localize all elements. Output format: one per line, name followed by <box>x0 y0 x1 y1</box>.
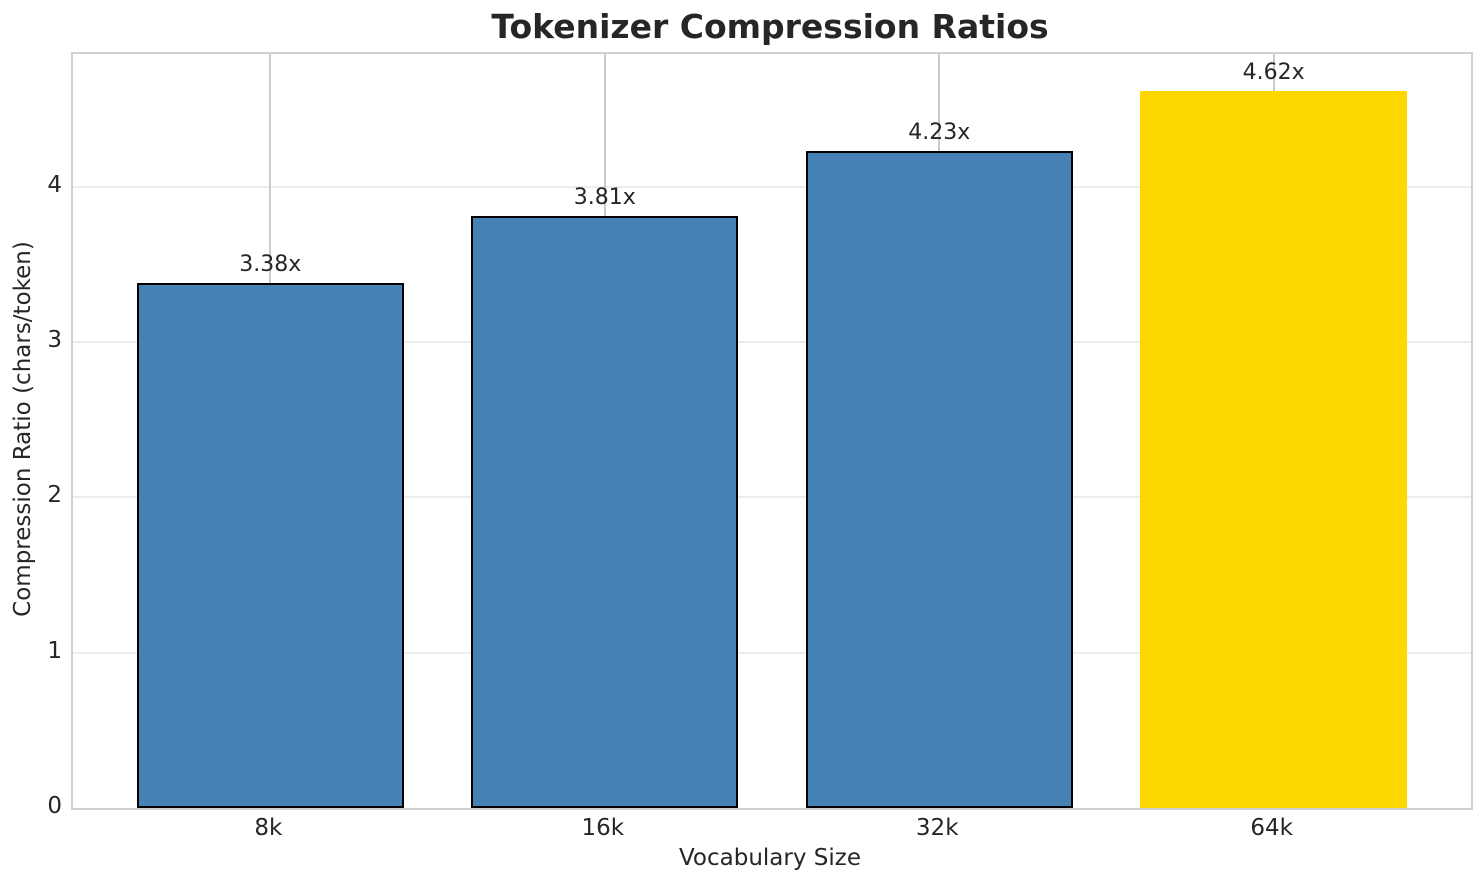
gridline-horizontal <box>73 185 1471 188</box>
y-axis-label: Compression Ratio (chars/token) <box>10 241 36 617</box>
bar-32k <box>805 151 1073 808</box>
bar-value-label: 3.81x <box>573 185 636 211</box>
y-tick-label: 0 <box>47 793 62 819</box>
bar-value-label: 3.38x <box>239 252 302 278</box>
bar-16k <box>471 216 739 808</box>
bar-value-label: 4.62x <box>1242 59 1305 85</box>
bar-64k <box>1140 90 1408 808</box>
plot-area: 3.38x 3.81x 4.23x 4.62x <box>71 52 1473 810</box>
chart-title: Tokenizer Compression Ratios <box>491 7 1049 46</box>
y-tick-label: 3 <box>47 327 62 354</box>
x-tick-label: 64k <box>1250 815 1293 841</box>
x-axis-label: Vocabulary Size <box>678 845 861 871</box>
y-tick-label: 2 <box>47 482 62 509</box>
x-tick-label: 32k <box>915 815 959 841</box>
bar-value-label: 4.23x <box>908 120 971 146</box>
bar-8k <box>136 283 404 808</box>
gridline-horizontal <box>73 651 1471 654</box>
x-tick-label: 8k <box>254 815 283 841</box>
gridline-horizontal <box>73 496 1471 499</box>
y-tick-label: 4 <box>47 171 62 198</box>
y-tick-label: 1 <box>47 637 62 664</box>
gridline-horizontal <box>73 341 1471 344</box>
x-tick-label: 16k <box>581 815 625 841</box>
